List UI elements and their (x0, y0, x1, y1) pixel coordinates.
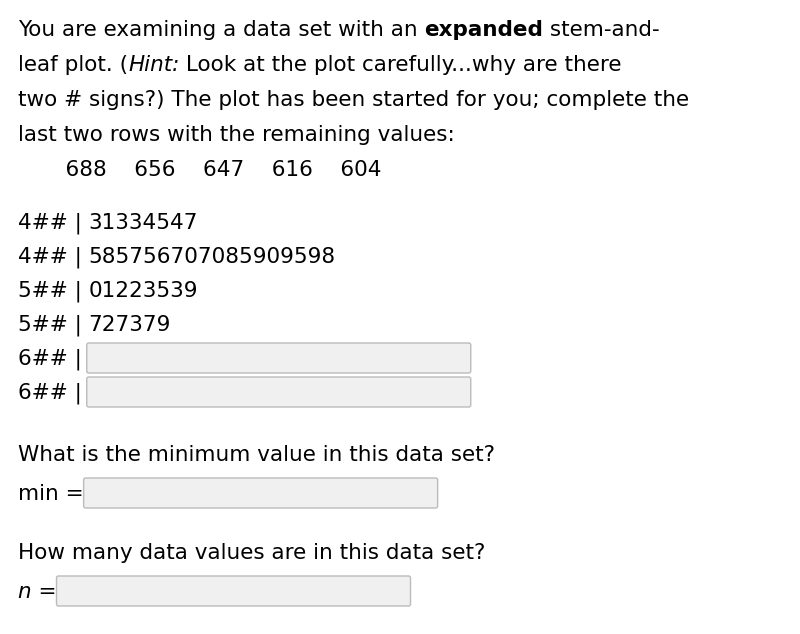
Text: 31334547: 31334547 (89, 213, 198, 233)
FancyBboxPatch shape (57, 576, 410, 606)
Text: 4## |: 4## | (18, 247, 89, 269)
Text: 6## |: 6## | (18, 349, 89, 370)
Text: two # signs?) The plot has been started for you; complete the: two # signs?) The plot has been started … (18, 90, 689, 110)
Text: 5## |: 5## | (18, 315, 89, 337)
Text: 5## |: 5## | (18, 281, 89, 302)
FancyBboxPatch shape (86, 377, 470, 407)
Text: min =: min = (18, 484, 84, 504)
Text: stem-and-: stem-and- (543, 20, 660, 40)
Text: leaf plot. (: leaf plot. ( (18, 55, 128, 75)
Text: 585756707085909598: 585756707085909598 (89, 247, 336, 267)
Text: What is the minimum value in this data set?: What is the minimum value in this data s… (18, 445, 495, 465)
Text: Hint:: Hint: (128, 55, 179, 75)
Text: expanded: expanded (425, 20, 543, 40)
Text: Look at the plot carefully...why are there: Look at the plot carefully...why are the… (179, 55, 622, 75)
Text: n =: n = (18, 582, 57, 602)
Text: 727379: 727379 (89, 315, 171, 335)
Text: 688    656    647    616    604: 688 656 647 616 604 (38, 160, 382, 180)
FancyBboxPatch shape (86, 343, 470, 373)
Text: 01223539: 01223539 (89, 281, 198, 301)
Text: 6## |: 6## | (18, 383, 89, 404)
Text: How many data values are in this data set?: How many data values are in this data se… (18, 543, 486, 563)
Text: last two rows with the remaining values:: last two rows with the remaining values: (18, 125, 454, 145)
Text: You are examining a data set with an: You are examining a data set with an (18, 20, 425, 40)
Text: 4## |: 4## | (18, 213, 89, 235)
FancyBboxPatch shape (84, 478, 438, 508)
